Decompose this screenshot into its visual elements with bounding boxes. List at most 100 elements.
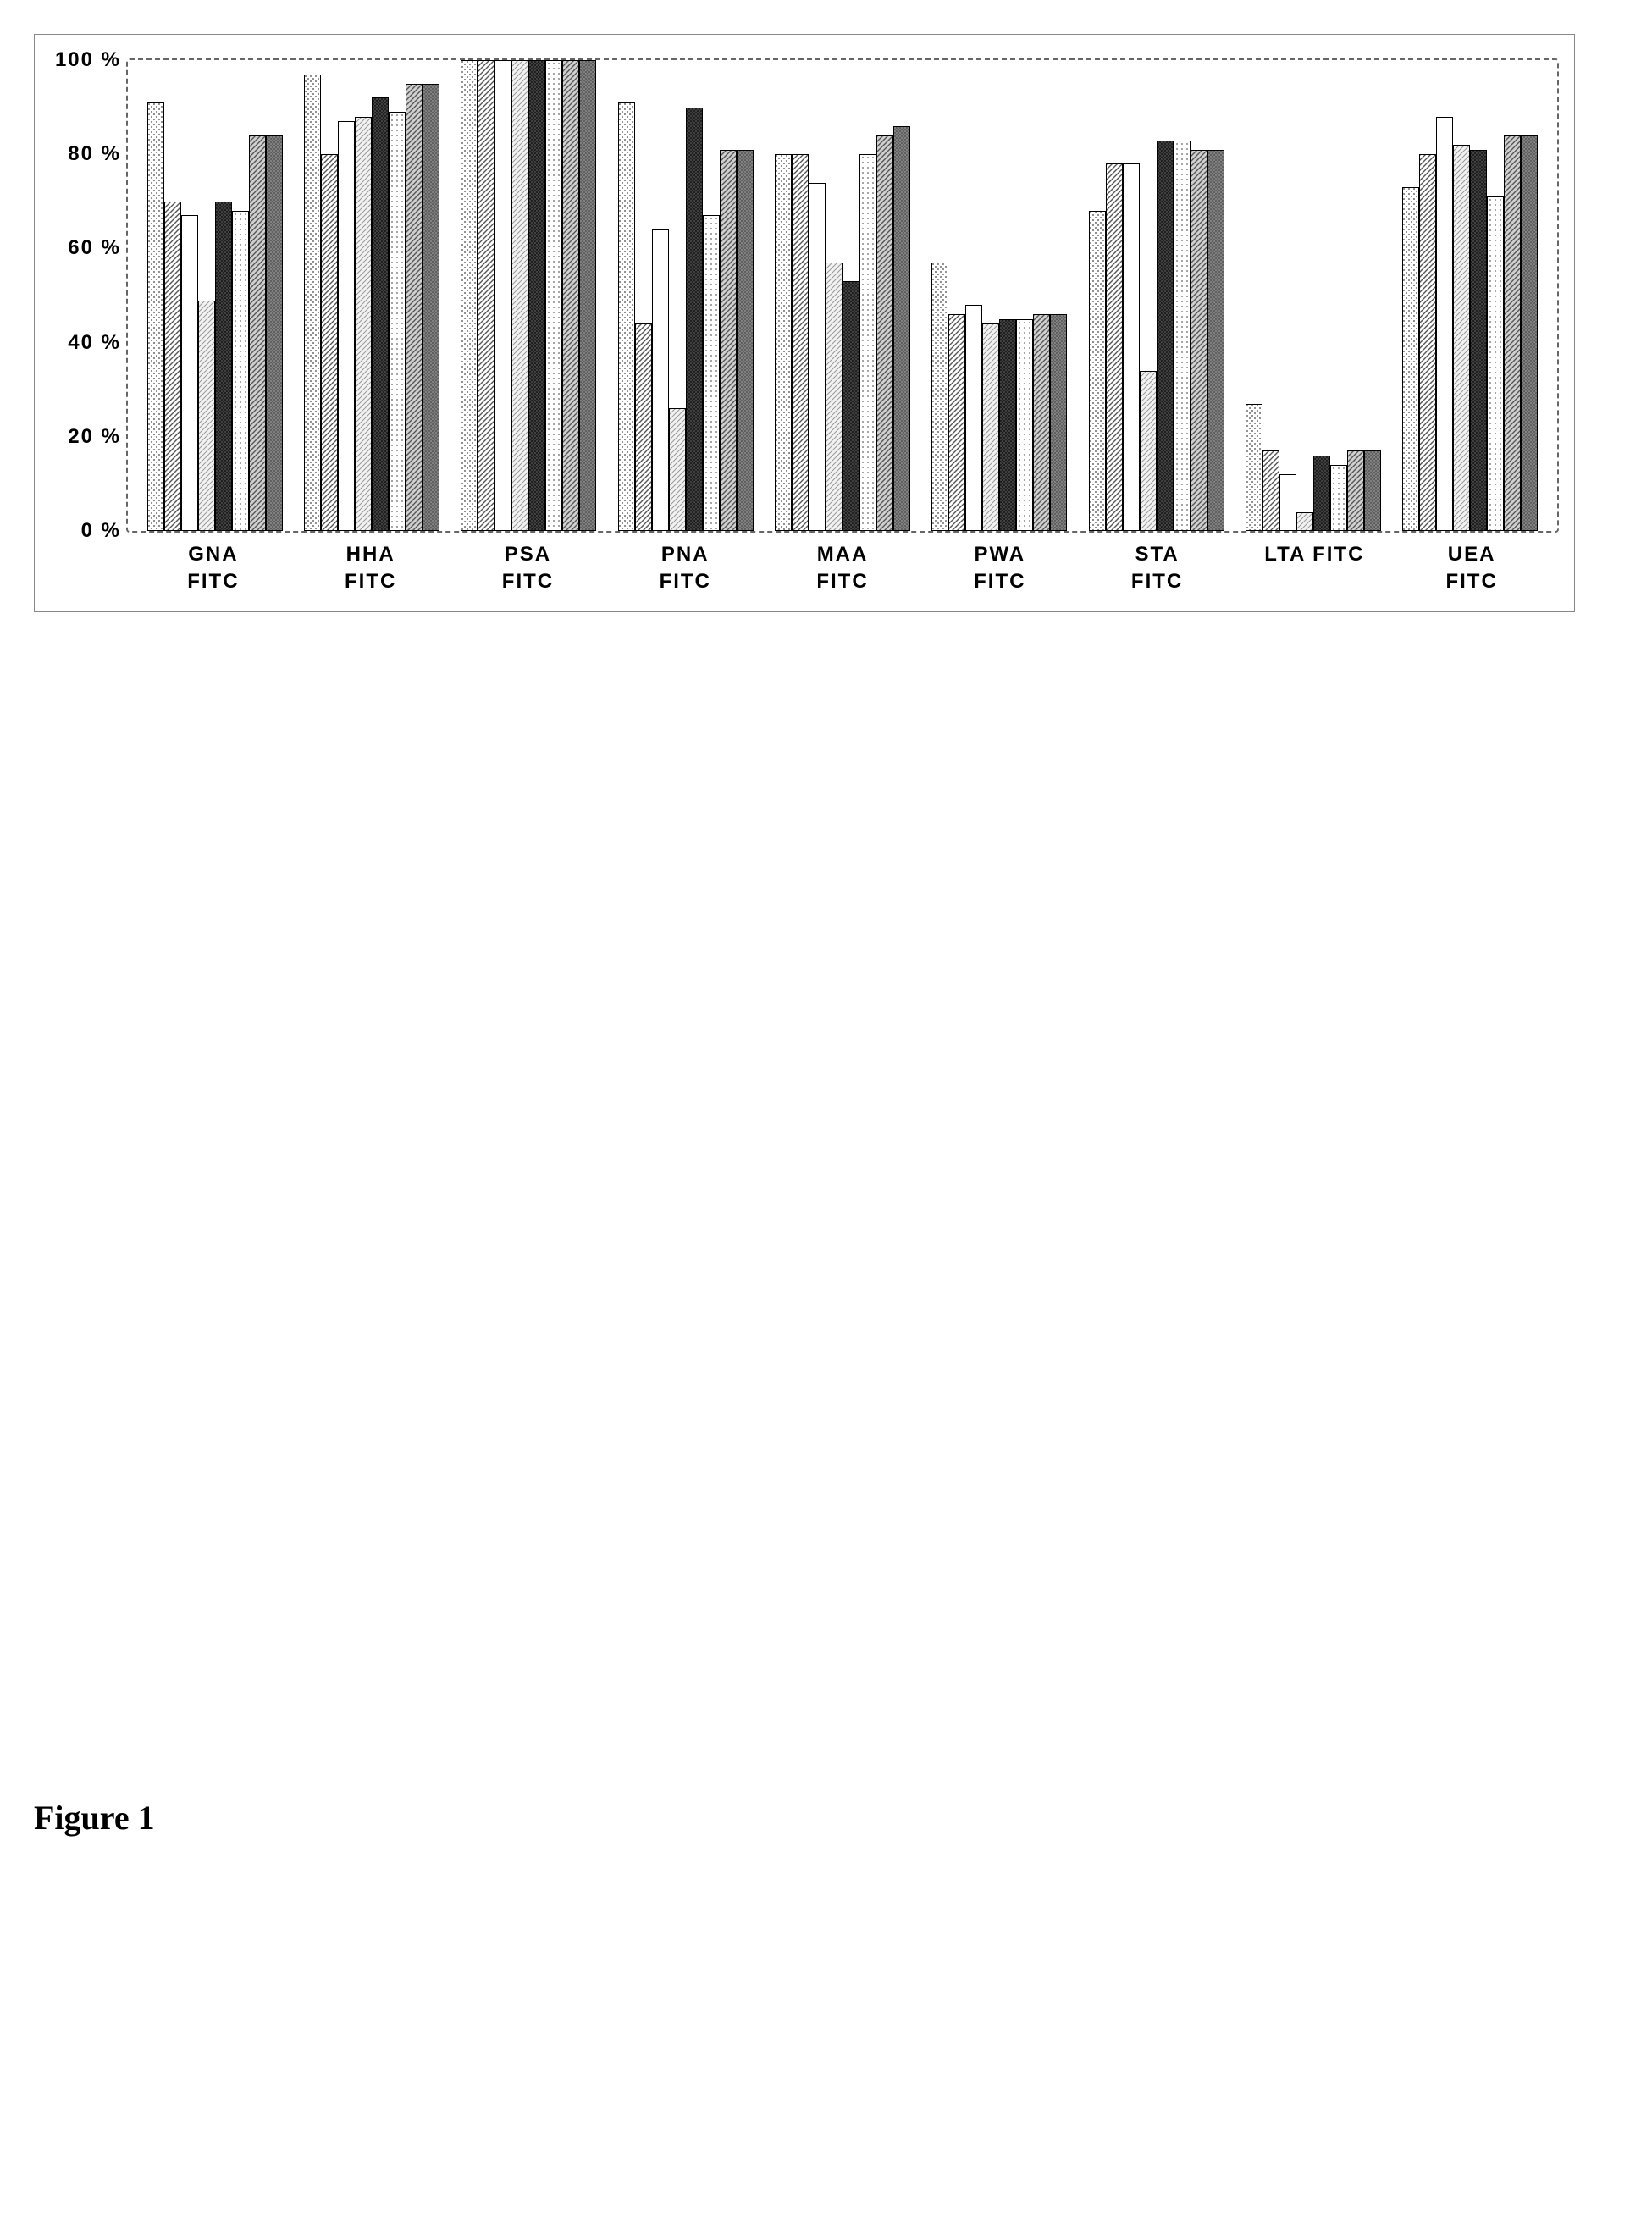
bar [826, 263, 843, 531]
bar [1033, 314, 1050, 531]
chart-body [128, 60, 1557, 531]
plot-area: 0 %20 %40 %60 %80 %100 % [126, 58, 1559, 533]
bar [232, 211, 249, 531]
bar [1313, 456, 1330, 531]
bar [266, 135, 283, 531]
bar [147, 102, 164, 531]
bar [1191, 150, 1207, 531]
x-label: UEA FITC [1393, 541, 1550, 596]
bar [876, 135, 893, 531]
x-label: PWA FITC [921, 541, 1079, 596]
bar [1521, 135, 1538, 531]
bar [1089, 211, 1106, 531]
bar [406, 84, 423, 531]
bar [528, 60, 545, 531]
bar-group [450, 60, 607, 531]
bar [1174, 141, 1191, 531]
bar [562, 60, 579, 531]
x-label: STA FITC [1079, 541, 1236, 596]
bar [1347, 450, 1364, 531]
x-label: GNA FITC [135, 541, 292, 596]
bar [1419, 154, 1436, 531]
bar [1364, 450, 1381, 531]
y-tick: 0 % [52, 519, 128, 543]
bar-group [136, 60, 293, 531]
bar [478, 60, 494, 531]
x-label: HHA FITC [292, 541, 450, 596]
bar [511, 60, 528, 531]
bar [635, 323, 652, 531]
bar [686, 108, 703, 531]
bar [198, 301, 215, 531]
bar [423, 84, 439, 531]
bar [1436, 117, 1453, 531]
y-tick: 80 % [52, 142, 128, 166]
bar [703, 215, 720, 531]
bar [809, 183, 826, 531]
x-label: PSA FITC [450, 541, 607, 596]
bar [1504, 135, 1521, 531]
bar [1402, 187, 1419, 531]
y-tick: 40 % [52, 331, 128, 355]
bar [1453, 145, 1470, 531]
bar [1246, 404, 1262, 531]
bar [494, 60, 511, 531]
bar [859, 154, 876, 531]
bar-group [921, 60, 1078, 531]
y-tick: 20 % [52, 425, 128, 449]
bar [1050, 314, 1067, 531]
bar [249, 135, 266, 531]
chart-frame: 0 %20 %40 %60 %80 %100 % GNA FITCHHA FIT… [34, 34, 1575, 612]
x-label: PNA FITC [606, 541, 764, 596]
bar [792, 154, 809, 531]
bar-group [293, 60, 450, 531]
bar [1279, 474, 1296, 531]
bar [181, 215, 198, 531]
bar [999, 319, 1016, 531]
bar [965, 305, 982, 531]
bar-group [1392, 60, 1549, 531]
figure-caption: Figure 1 [34, 1798, 1618, 1838]
bar [1157, 141, 1174, 531]
bar [579, 60, 596, 531]
bar [215, 202, 232, 531]
y-tick: 60 % [52, 236, 128, 260]
bar [1140, 371, 1157, 531]
bar [304, 75, 321, 531]
bar-group [1078, 60, 1235, 531]
bar [893, 126, 910, 531]
bar [372, 97, 389, 531]
bar [1207, 150, 1224, 531]
bar [720, 150, 737, 531]
bar [931, 263, 948, 531]
bar [1262, 450, 1279, 531]
bar [164, 202, 181, 531]
bar [982, 323, 999, 531]
y-tick: 100 % [52, 48, 128, 72]
bar [321, 154, 338, 531]
x-label: LTA FITC [1235, 541, 1393, 596]
bar [775, 154, 792, 531]
bar [1330, 465, 1347, 531]
y-axis: 0 %20 %40 %60 %80 %100 % [52, 60, 128, 531]
bar [545, 60, 562, 531]
bar [1016, 319, 1033, 531]
bar-group [607, 60, 764, 531]
bar [461, 60, 478, 531]
bar [1123, 163, 1140, 531]
bar [1106, 163, 1123, 531]
bar [355, 117, 372, 531]
bar [843, 281, 859, 531]
bar [737, 150, 754, 531]
bar [389, 112, 406, 531]
x-axis: GNA FITCHHA FITCPSA FITCPNA FITCMAA FITC… [126, 541, 1559, 596]
bar [338, 121, 355, 531]
bar [618, 102, 635, 531]
x-label: MAA FITC [764, 541, 921, 596]
bar [652, 229, 669, 531]
bar-group [1235, 60, 1391, 531]
bar [948, 314, 965, 531]
bar-group [764, 60, 920, 531]
bar [669, 408, 686, 531]
bar [1487, 196, 1504, 531]
